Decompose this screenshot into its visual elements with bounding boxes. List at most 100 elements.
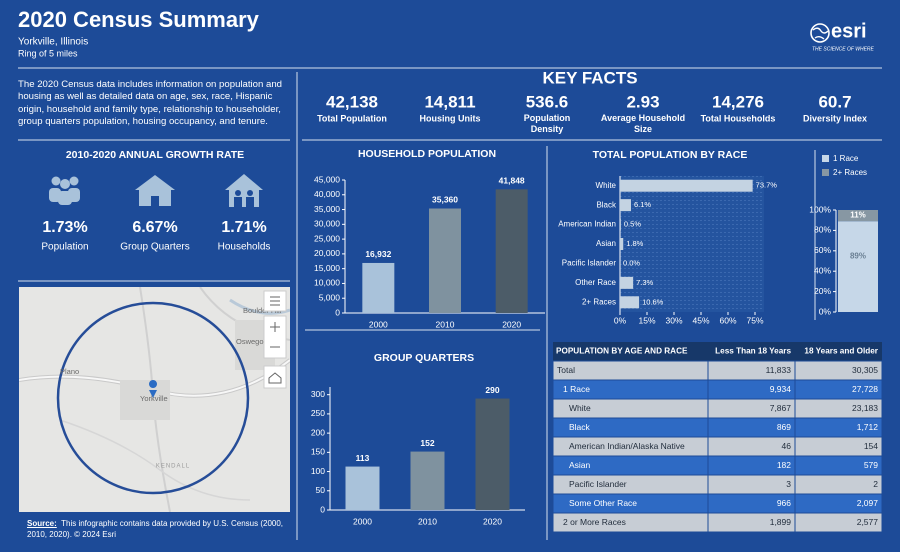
plot-background [620, 176, 764, 312]
y-tick-label: 40,000 [314, 189, 340, 199]
fact-label: Total Population [317, 113, 387, 123]
legend-swatch [822, 155, 829, 162]
value-label: 89% [850, 252, 866, 261]
table-row [552, 360, 883, 381]
growth-value: 6.67% [132, 219, 177, 236]
value-label: 10.6% [642, 297, 664, 306]
table-cell: 154 [864, 441, 878, 451]
bar [620, 218, 621, 231]
table-row [552, 455, 883, 476]
table-cell: 7,867 [770, 403, 792, 413]
table-row-label: Asian [569, 460, 591, 470]
table-cell: 27,728 [852, 384, 878, 394]
bar [475, 398, 510, 510]
table-cell: 46 [782, 441, 792, 451]
map-place: Yorkville [140, 394, 168, 403]
fact-label: Average Household Size [601, 113, 685, 134]
chart-title: HOUSEHOLD POPULATION [358, 148, 496, 160]
value-label: 16,932 [365, 249, 391, 259]
map-pin [149, 380, 158, 398]
category-label: Black [596, 200, 617, 209]
table-cell: 3 [786, 479, 791, 489]
value-label: 11% [850, 211, 866, 220]
table-cell: 9,934 [770, 384, 792, 394]
x-tick-label: 2000 [369, 319, 388, 329]
table-header: POPULATION BY AGE AND RACE [556, 347, 688, 356]
category-label: Pacific Islander [562, 259, 617, 268]
chart-title: TOTAL POPULATION BY RACE [593, 149, 748, 161]
logo-name: esri [831, 20, 867, 42]
table-row-label: Total [557, 365, 575, 375]
y-tick-label: 45,000 [314, 174, 340, 184]
y-tick-label: 300 [311, 389, 325, 399]
stack-segment [838, 210, 878, 222]
table-cell: 11,833 [766, 365, 792, 375]
fact-label: Housing Units [420, 113, 481, 123]
key-facts-title: KEY FACTS [542, 68, 637, 87]
category-label: 2+ Races [582, 297, 616, 306]
legend-label: 1 Race [833, 154, 859, 163]
y-tick-label: 20% [814, 286, 831, 296]
x-tick-label: 60% [719, 315, 736, 325]
table-header: 18 Years and Older [804, 347, 878, 356]
x-tick-label: 15% [638, 315, 655, 325]
y-tick-label: 35,000 [314, 204, 340, 214]
chart-title: GROUP QUARTERS [374, 352, 474, 364]
table-cell: 2 [873, 479, 878, 489]
value-label: 0.5% [624, 220, 641, 229]
category-label: Asian [596, 239, 616, 248]
bar [345, 466, 380, 510]
logo: esri THE SCIENCE OF WHERE [810, 20, 875, 52]
category-label: White [596, 181, 617, 190]
bar [429, 208, 461, 313]
y-tick-label: 30,000 [314, 219, 340, 229]
x-tick-label: 2020 [483, 516, 502, 526]
dividers [18, 67, 882, 540]
bar [362, 262, 395, 313]
title: 2020 Census Summary [18, 7, 260, 32]
bar [620, 238, 624, 250]
y-tick-label: 80% [814, 225, 831, 235]
home-button[interactable] [263, 365, 287, 389]
table-header: Less Than 18 Years [715, 347, 791, 356]
table-cell: 579 [864, 460, 878, 470]
table-cell: 2,097 [857, 498, 879, 508]
x-tick-label: 2020 [502, 319, 521, 329]
table-cell: 2,577 [857, 517, 879, 527]
y-tick-label: 5,000 [319, 292, 341, 302]
growth-label: Group Quarters [120, 242, 189, 253]
table-row [552, 379, 883, 400]
table-cell: 23,183 [852, 403, 878, 413]
map-place: Plano [60, 367, 79, 376]
table-row [552, 512, 883, 533]
map-controls[interactable] [263, 290, 287, 389]
x-tick-label: 2010 [418, 516, 437, 526]
source-label: Source: [27, 519, 57, 528]
y-tick-label: 15,000 [314, 263, 340, 273]
y-tick-label: 100 [311, 466, 325, 476]
zoom-buttons[interactable] [263, 315, 287, 359]
y-tick-label: 10,000 [314, 278, 340, 288]
table-row [552, 398, 883, 419]
fact-label: Diversity Index [803, 113, 867, 123]
source-text: This infographic contains data provided … [27, 519, 284, 539]
table-row [552, 417, 883, 438]
y-tick-label: 25,000 [314, 233, 340, 243]
y-tick-label: 0 [320, 504, 325, 514]
bar [495, 189, 528, 313]
fact-value: 14,811 [424, 92, 475, 111]
location: Yorkville, Illinois [18, 37, 88, 48]
bar [620, 276, 634, 289]
value-label: 113 [356, 453, 370, 463]
legend-swatch [822, 169, 829, 176]
table-row-label: 2 or More Races [563, 517, 626, 527]
value-label: 7.3% [636, 278, 653, 287]
value-label: 6.1% [634, 200, 651, 209]
value-label: 152 [420, 438, 434, 448]
map-place: KENDALL [156, 464, 190, 470]
fact-value: 2.93 [626, 92, 659, 111]
intro: The 2020 Census data includes informatio… [18, 79, 283, 128]
table-row-label: Pacific Islander [569, 479, 627, 489]
fact-value: 60.7 [818, 92, 851, 111]
y-tick-label: 20,000 [314, 248, 340, 258]
